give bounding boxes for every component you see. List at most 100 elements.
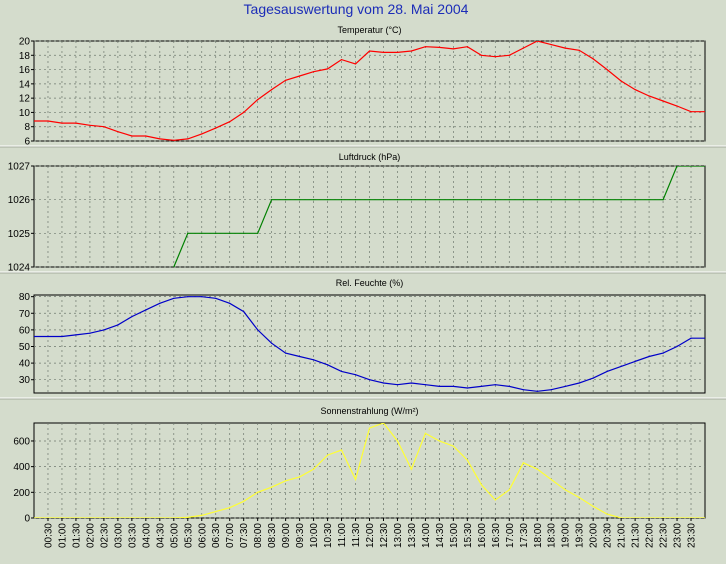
humidity-data-point	[299, 355, 301, 358]
time-xtick-label: 20:30	[603, 523, 614, 548]
time-xtick-label: 07:00	[225, 523, 236, 548]
humidity-data-point	[243, 311, 245, 313]
time-xtick-label: 05:30	[183, 523, 194, 548]
time-xtick-label: 17:00	[505, 523, 516, 548]
radiation-data-point	[327, 454, 329, 456]
temperature-data-point	[452, 48, 454, 50]
humidity-data-point	[47, 335, 49, 338]
temperature-data-point	[117, 131, 119, 133]
radiation-data-point	[61, 517, 63, 518]
temperature-data-point	[522, 47, 524, 49]
pressure-data-point	[313, 199, 315, 201]
temperature-data-point	[131, 135, 133, 137]
temperature-data-point	[354, 63, 357, 65]
time-xtick-label: 14:00	[421, 523, 432, 548]
temperature-data-point	[368, 50, 371, 52]
pressure-data-point	[494, 199, 496, 201]
radiation-data-point	[215, 511, 217, 513]
humidity-data-point	[452, 385, 454, 387]
temperature-data-point	[285, 79, 287, 81]
time-xtick-label: 16:00	[477, 523, 488, 548]
radiation-ytick-label: 200	[13, 488, 30, 499]
temperature-data-point	[438, 46, 440, 49]
radiation-data-point	[299, 476, 301, 478]
pressure-data-point	[285, 199, 287, 201]
humidity-chart-title: Rel. Feuchte (%)	[336, 278, 404, 288]
time-xtick-label: 10:30	[323, 523, 334, 548]
temperature-data-point	[243, 111, 245, 113]
time-xtick-label: 00:30	[44, 523, 55, 548]
temperature-data-point	[662, 100, 664, 102]
pressure-data-point	[410, 199, 412, 201]
radiation-data-point	[662, 517, 664, 518]
temperature-data-point	[340, 59, 343, 61]
humidity-data-point	[438, 385, 440, 387]
pressure-data-point	[480, 199, 482, 201]
humidity-ytick-label: 70	[19, 309, 31, 320]
humidity-data-point	[229, 302, 231, 304]
humidity-data-point	[159, 302, 161, 304]
pressure-data-point	[159, 280, 160, 281]
pressure-data-point	[215, 232, 217, 234]
pressure-data-point	[382, 199, 385, 201]
humidity-data-point	[410, 382, 412, 384]
humidity-ytick-label: 40	[19, 359, 31, 370]
humidity-chart: Rel. Feuchte (%) 30 40 50 60 70 80	[19, 278, 706, 394]
time-xtick-label: 06:30	[211, 523, 222, 548]
pressure-ytick-label: 1026	[8, 195, 31, 206]
time-xtick-label: 08:00	[253, 523, 264, 548]
humidity-data-point	[508, 385, 510, 387]
time-xtick-label: 04:30	[155, 523, 166, 548]
pressure-data-point	[145, 280, 146, 281]
time-xtick-label: 20:00	[589, 523, 600, 548]
temperature-data-point	[564, 47, 566, 49]
humidity-data-point	[257, 329, 259, 331]
pressure-data-point	[592, 199, 594, 201]
pressure-data-point	[564, 199, 566, 201]
radiation-data-point	[382, 423, 385, 424]
humidity-data-point	[145, 309, 147, 311]
temperature-ytick-label: 16	[19, 65, 31, 76]
pressure-data-point	[662, 199, 664, 201]
temperature-chart: Temperatur (°C) 6 8 10 12 14 16 18 20	[19, 25, 706, 148]
temperature-ytick-label: 20	[19, 37, 31, 48]
pressure-data-point	[187, 232, 189, 234]
humidity-data-point	[690, 337, 692, 339]
radiation-data-point	[117, 517, 119, 518]
time-xtick-label: 02:30	[99, 523, 110, 548]
radiation-data-point	[313, 468, 315, 470]
radiation-data-point	[243, 500, 245, 502]
time-xtick-label: 09:30	[295, 523, 306, 548]
pressure-chart: Luftdruck (hPa) 1024 1025 1026 1027	[8, 152, 706, 281]
radiation-data-point	[271, 486, 273, 488]
time-xtick-label: 22:00	[645, 523, 656, 548]
temperature-data-point	[508, 54, 510, 56]
radiation-data-point	[438, 440, 440, 442]
pressure-data-point	[648, 199, 650, 201]
radiation-data-point	[690, 517, 692, 518]
pressure-data-point	[676, 166, 678, 167]
humidity-data-point	[382, 382, 385, 384]
temperature-data-point	[229, 121, 231, 123]
pressure-data-point	[424, 199, 426, 201]
pressure-data-point	[508, 199, 510, 201]
temperature-ytick-label: 12	[19, 94, 31, 105]
radiation-data-point	[131, 517, 133, 518]
temperature-ytick-label: 14	[19, 79, 31, 90]
humidity-data-point	[313, 359, 315, 361]
time-xtick-label: 07:30	[239, 523, 250, 548]
humidity-data-point	[173, 297, 175, 299]
temperature-chart-title: Temperatur (°C)	[337, 25, 401, 35]
radiation-ytick-label: 600	[13, 436, 30, 447]
temperature-data-point	[173, 139, 175, 141]
time-xtick-label: 21:30	[631, 523, 642, 548]
time-xtick-label: 22:30	[659, 523, 670, 548]
radiation-data-point	[620, 517, 622, 518]
humidity-data-point	[396, 384, 399, 386]
pressure-data-point	[578, 199, 580, 201]
humidity-plot-area	[33, 294, 706, 394]
time-xtick-label: 12:30	[379, 523, 390, 548]
humidity-data-point	[215, 297, 217, 299]
temperature-data-point	[550, 44, 552, 46]
radiation-data-point	[257, 491, 259, 493]
